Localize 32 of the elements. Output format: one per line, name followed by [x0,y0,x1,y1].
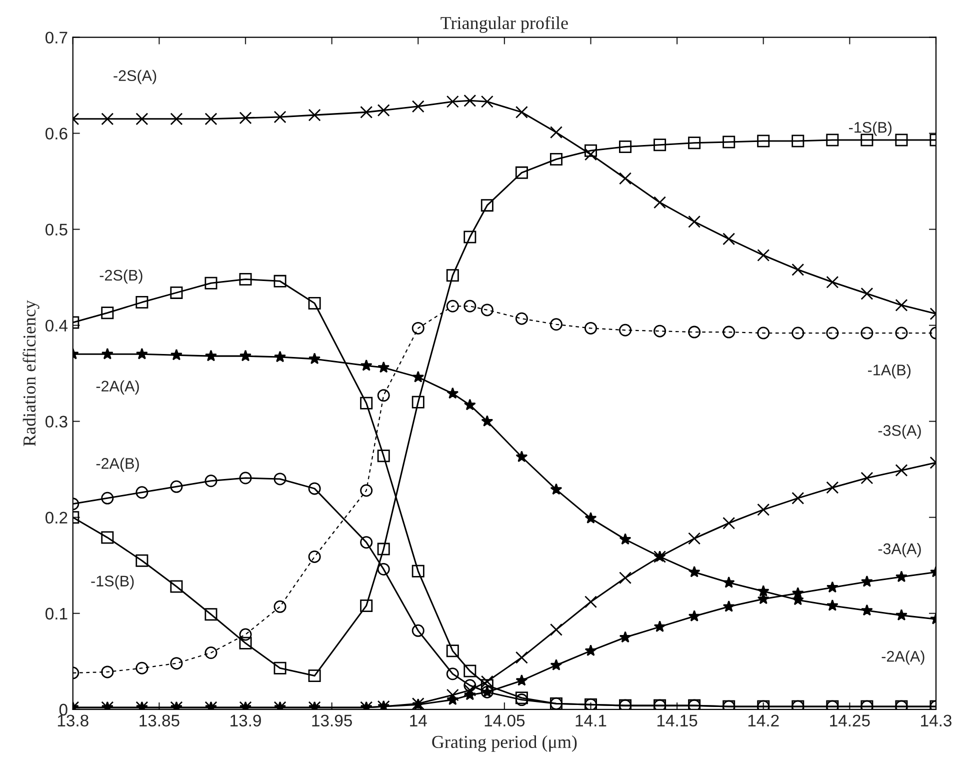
x-tick-label: 14.15 [657,714,698,727]
chart-title: Triangular profile [440,16,568,33]
x-tick-label: 13.8 [58,714,88,727]
annotation: -2S(A) [114,70,156,84]
y-tick-label: 0 [59,704,68,716]
y-tick-label: 0.4 [46,320,68,332]
y-tick-label: 0.1 [46,608,68,620]
y-axis-title: Radiation efficiency [22,300,40,446]
y-tick-label: 0.2 [46,512,68,524]
annotation: -2A(B) [96,458,139,472]
x-tick-label: 13.9 [230,714,261,727]
x-tick-label: 13.95 [312,714,352,727]
annotation: -2A(A) [882,650,924,665]
annotation: -3A(A) [878,542,921,558]
annotation: -1S(B) [848,122,892,136]
x-axis-title: Grating period (μm) [432,735,577,752]
y-tick-label: 0.7 [46,32,68,44]
x-tick-label: 14.1 [576,714,606,726]
y-tick-label: 0.5 [46,224,68,236]
y-tick-label: 0.3 [46,416,68,428]
annotation: -2S(B) [100,269,142,284]
x-tick-label: 14.3 [921,714,952,727]
x-tick-label: 13.85 [140,714,180,727]
x-tick-label: 14 [410,714,427,726]
x-tick-label: 14.05 [484,714,525,727]
annotation: -1S(B) [91,575,134,590]
y-tick-label: 0.6 [46,128,68,140]
annotation: -1A(B) [868,364,910,378]
annotation: -2A(A) [96,380,139,395]
x-tick-label: 14.2 [748,714,779,726]
annotation: -3S(A) [878,424,921,439]
x-tick-label: 14.25 [830,714,870,727]
